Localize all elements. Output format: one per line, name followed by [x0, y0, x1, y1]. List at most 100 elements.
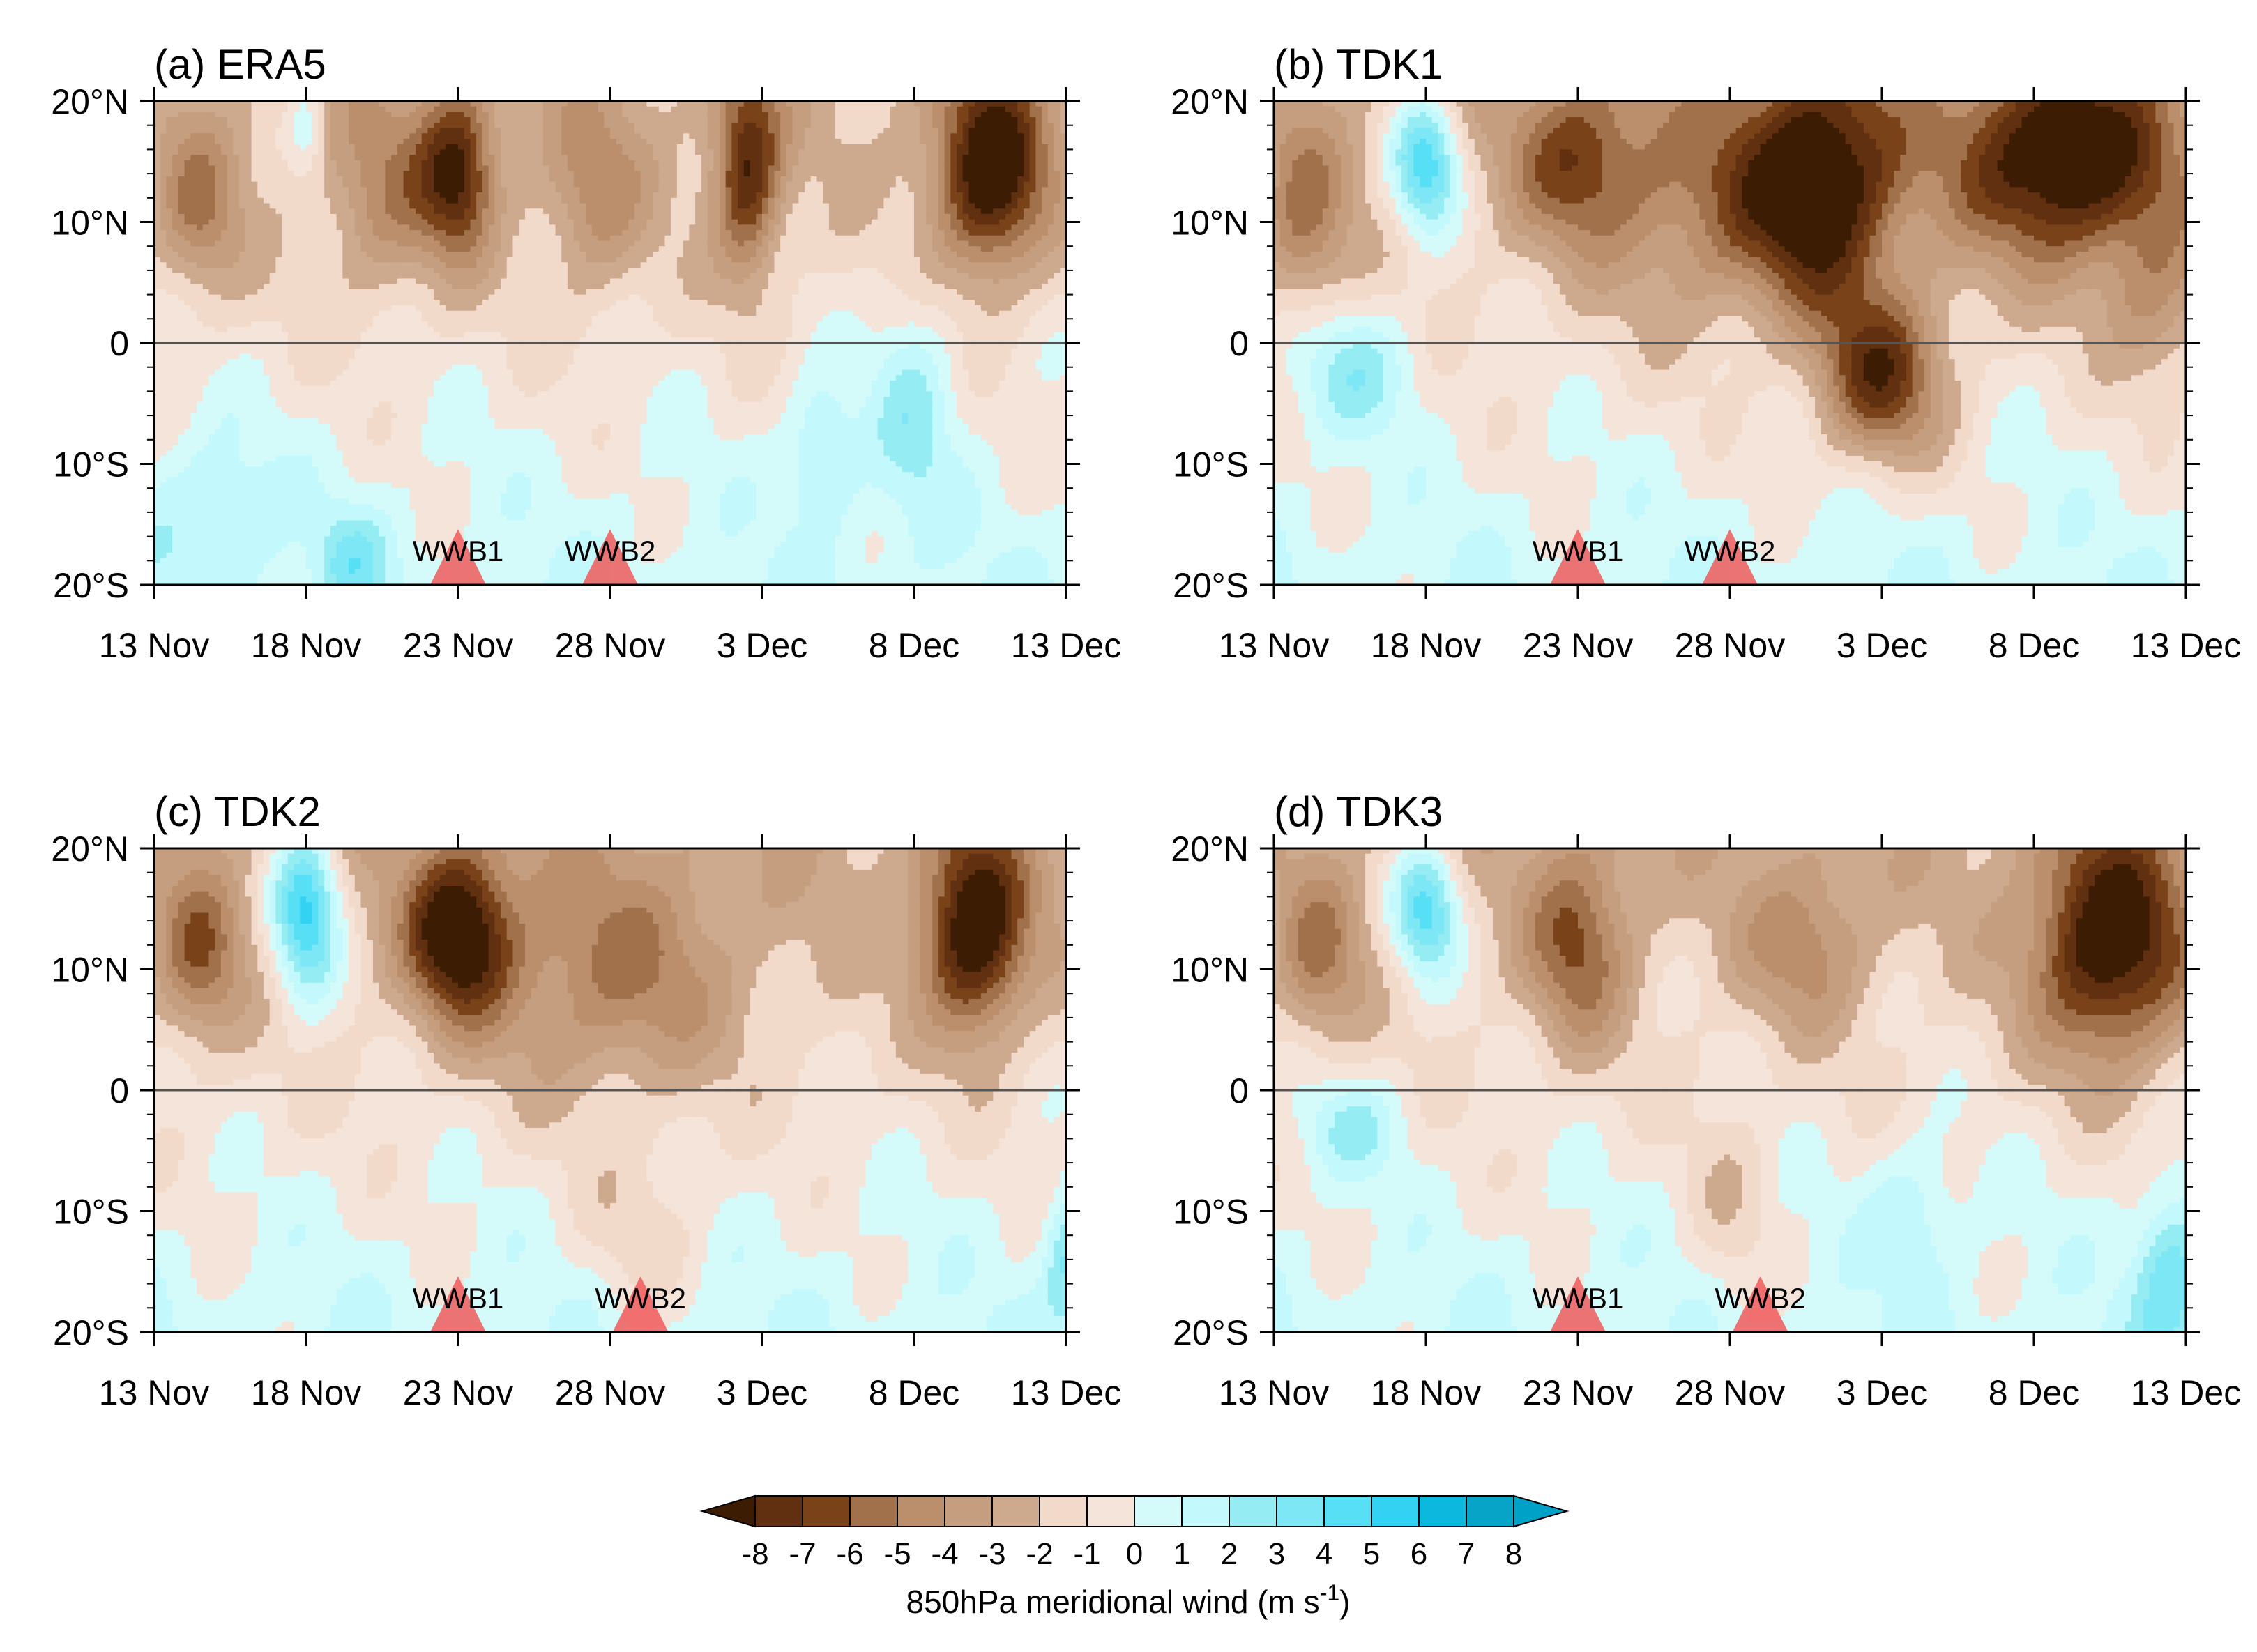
- contour-cell: [780, 240, 787, 247]
- contour-cell: [421, 144, 428, 150]
- contour-cell: [871, 197, 879, 204]
- contour-cell: [470, 149, 477, 155]
- contour-cell: [470, 106, 477, 113]
- contour-cell: [555, 197, 562, 204]
- contour-cell: [810, 101, 818, 107]
- contour-cell: [914, 106, 921, 113]
- contour-cell: [452, 192, 459, 199]
- contour-cell: [774, 219, 781, 225]
- contour-cell: [561, 224, 568, 231]
- contour-cell: [215, 101, 222, 107]
- contour-cell: [871, 149, 879, 155]
- contour-cell: [944, 128, 951, 134]
- contour-cell: [664, 230, 671, 236]
- contour-cell: [306, 133, 313, 139]
- contour-cell: [598, 144, 605, 150]
- contour-cell: [1029, 246, 1036, 252]
- contour-cell: [354, 268, 362, 274]
- contour-cell: [287, 251, 295, 258]
- contour-cell: [1042, 208, 1049, 215]
- contour-cell: [756, 187, 763, 193]
- contour-cell: [208, 262, 215, 268]
- contour-cell: [531, 165, 538, 171]
- contour-cell: [962, 192, 970, 199]
- contour-cell: [823, 197, 830, 204]
- contour-cell: [427, 197, 434, 204]
- contour-cell: [622, 160, 629, 167]
- contour-cell: [263, 122, 271, 129]
- contour-cell: [902, 273, 909, 280]
- contour-cell: [336, 197, 343, 204]
- contour-cell: [1035, 197, 1042, 204]
- contour-cell: [695, 160, 702, 167]
- contour-cell: [950, 240, 957, 247]
- contour-cell: [178, 262, 185, 268]
- contour-cell: [372, 133, 380, 139]
- contour-cell: [439, 273, 447, 280]
- contour-cell: [653, 262, 660, 268]
- contour-cell: [938, 235, 945, 242]
- contour-cell: [902, 213, 909, 220]
- contour-cell: [719, 262, 727, 268]
- contour-cell: [713, 224, 720, 231]
- contour-cell: [962, 144, 970, 150]
- contour-cell: [1011, 144, 1018, 150]
- contour-cell: [676, 112, 684, 118]
- contour-cell: [835, 176, 842, 183]
- contour-cell: [349, 224, 356, 231]
- contour-cell: [385, 155, 392, 161]
- contour-cell: [464, 262, 471, 268]
- contour-cell: [531, 176, 538, 183]
- contour-cell: [263, 213, 271, 220]
- contour-cell: [883, 224, 890, 231]
- contour-cell: [263, 112, 271, 118]
- contour-cell: [610, 106, 617, 113]
- contour-cell: [446, 213, 453, 220]
- contour-cell: [372, 165, 380, 171]
- contour-cell: [409, 219, 416, 225]
- contour-cell: [658, 230, 666, 236]
- contour-cell: [403, 235, 410, 242]
- contour-cell: [883, 268, 890, 274]
- contour-cell: [233, 278, 240, 284]
- contour-cell: [932, 101, 939, 107]
- contour-cell: [683, 230, 690, 236]
- contour-cell: [573, 213, 580, 220]
- contour-cell: [999, 192, 1006, 199]
- contour-cell: [282, 240, 289, 247]
- contour-cell: [397, 219, 404, 225]
- contour-cell: [823, 149, 830, 155]
- contour-cell: [391, 246, 398, 252]
- contour-cell: [750, 257, 757, 263]
- contour-cell: [318, 219, 325, 225]
- contour-cell: [190, 106, 197, 113]
- contour-cell: [999, 197, 1006, 204]
- contour-cell: [859, 203, 866, 209]
- contour-cell: [883, 138, 890, 145]
- contour-cell: [300, 251, 307, 258]
- contour-cell: [847, 138, 854, 145]
- contour-cell: [920, 101, 927, 107]
- contour-cell: [561, 133, 568, 139]
- contour-cell: [738, 197, 745, 204]
- contour-cell: [683, 112, 690, 118]
- contour-cell: [816, 160, 823, 167]
- contour-cell: [1042, 106, 1049, 113]
- contour-cell: [312, 149, 319, 155]
- contour-cell: [750, 128, 757, 134]
- contour-cell: [215, 117, 222, 123]
- contour-cell: [318, 235, 325, 242]
- contour-cell: [446, 224, 453, 231]
- contour-cell: [482, 128, 489, 134]
- contour-cell: [506, 230, 514, 236]
- contour-cell: [306, 101, 313, 107]
- contour-cell: [251, 213, 258, 220]
- contour-cell: [1047, 181, 1055, 188]
- contour-cell: [415, 144, 423, 150]
- contour-cell: [859, 208, 866, 215]
- contour-cell: [762, 160, 769, 167]
- contour-cell: [847, 213, 854, 220]
- contour-cell: [999, 138, 1006, 145]
- contour-cell: [300, 106, 307, 113]
- contour-cell: [452, 235, 459, 242]
